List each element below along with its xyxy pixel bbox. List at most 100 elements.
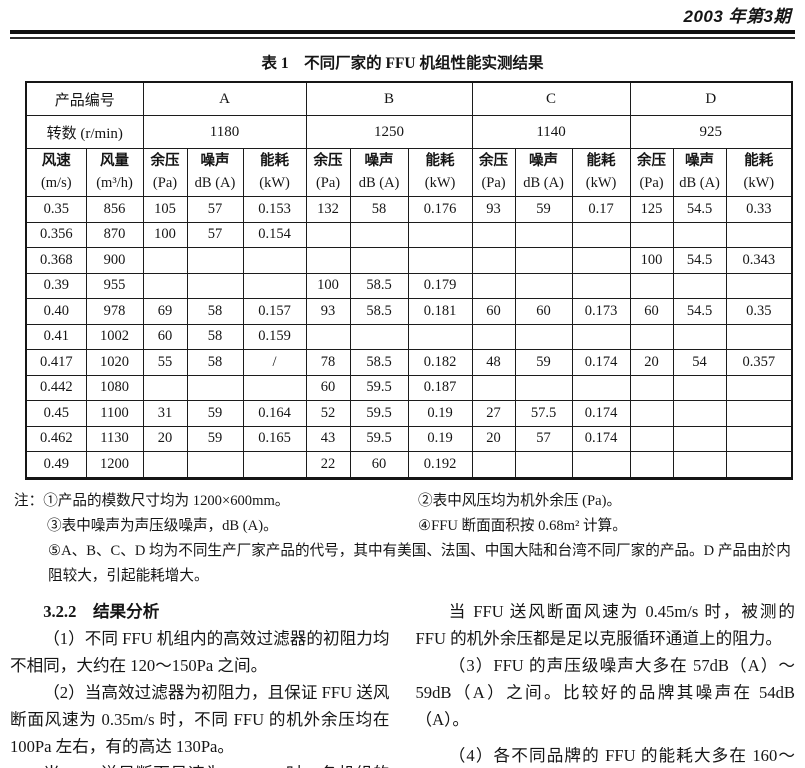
- product-cell-b: B: [305, 81, 473, 116]
- table-cell: [629, 221, 674, 248]
- paragraph: 当 FFU 送风断面风速为 0.45m/s 时，被测的 FFU 的机外余压都是足…: [415, 601, 796, 648]
- speed-cell-a: 1180: [142, 115, 307, 149]
- residual-pressure-header-cell-line2: (Pa): [639, 174, 664, 191]
- table-cell: 59.5: [349, 374, 409, 401]
- power-header-cell-line1: 能耗: [586, 153, 616, 170]
- table-row: 0.417 1020 55 58/78 58.5 0.182 48 59 0.174 20 54 0.…: [25, 349, 793, 376]
- table-cell: [242, 247, 307, 274]
- table-cell: 60: [629, 298, 674, 325]
- power-header-cell: 能耗 (kW): [242, 148, 307, 197]
- table-cell: 0.19: [407, 400, 473, 427]
- table-cell: 60: [471, 298, 516, 325]
- table-cell: 100: [142, 221, 188, 248]
- table-cell: 58: [186, 298, 244, 325]
- note-3: ③表中噪声为声压级噪声，dB (A)。: [47, 517, 278, 534]
- table-cell: 54.5: [672, 196, 727, 223]
- noise-header-cell: 噪声 dB (A): [514, 148, 573, 197]
- paragraph: （4）各不同品牌的 FFU 的能耗大多在 160～180W，只有个别品牌的能耗大…: [416, 742, 795, 768]
- table-cell: [725, 400, 793, 427]
- table-cell: 59: [186, 425, 244, 452]
- table-cell: [629, 425, 674, 452]
- table-cell: 60: [142, 323, 188, 350]
- noise-header-cell-line2: dB (A): [358, 174, 400, 191]
- table-cell: 856: [85, 196, 144, 223]
- header-rule-thin: [10, 37, 795, 39]
- table-cell: [186, 247, 244, 274]
- table-cell: 0.39: [25, 272, 87, 299]
- table-cell: [725, 425, 793, 452]
- paragraph: （3）FFU 的声压级噪声大多在 57dB（A）～59dB（A）之间。比较好的品…: [415, 655, 796, 729]
- table-cell: 0.17: [571, 196, 631, 223]
- ffu-performance-table: 产品编号 A B C D 转数 (r/min) 1180 1250 1140 9…: [25, 81, 794, 480]
- noise-header-cell: 噪声 dB (A): [672, 148, 727, 197]
- table-cell: 0.174: [571, 425, 631, 452]
- table-cell: 57: [186, 221, 244, 248]
- table-cell: 57: [186, 196, 244, 223]
- table-cell: [142, 272, 188, 299]
- table-cell: 60: [349, 451, 409, 479]
- table-cell: 0.368: [25, 247, 87, 274]
- table-cell: 31: [142, 400, 188, 427]
- table-cell: [629, 451, 674, 479]
- table-cell: 0.154: [242, 221, 307, 248]
- table-cell: [471, 272, 516, 299]
- noise-header-cell-line1: 噪声: [685, 153, 715, 170]
- power-header-cell: 能耗 (kW): [725, 148, 793, 197]
- table-cell: 58: [186, 323, 244, 350]
- section-heading: 3.2.2 结果分析: [43, 601, 160, 621]
- table-cell: [571, 374, 631, 401]
- table-body: 0.35 856 105 57 0.153 132 58 0.176 93 59 0.17 125 54…: [25, 196, 793, 479]
- residual-pressure-header-cell: 余压 (Pa): [142, 148, 188, 197]
- table-cell: [142, 451, 188, 479]
- product-cell-d: D: [629, 81, 793, 116]
- right-column: 当 FFU 送风断面风速为 0.45m/s 时，被测的 FFU 的机外余压都是足…: [416, 598, 796, 768]
- table-cell: 132: [305, 196, 351, 223]
- table-cell: 58: [186, 349, 244, 376]
- table-cell: 0.165: [242, 425, 307, 452]
- table-cell: 93: [305, 298, 351, 325]
- table-cell: 20: [629, 349, 674, 376]
- table-cell: 0.357: [725, 349, 793, 376]
- table-cell: [514, 247, 573, 274]
- table-cell: 59.5: [349, 400, 409, 427]
- speed-header-row: 转数 (r/min) 1180 1250 1140 925: [25, 115, 793, 149]
- table-cell: 0.45: [25, 400, 87, 427]
- table-cell: 54.5: [672, 247, 727, 274]
- table-cell: [672, 400, 727, 427]
- notes-section: 注：①产品的模数尺寸均为 1200×600mm。 ②表中风压均为机外余压 (Pa…: [14, 489, 793, 589]
- residual-pressure-header-cell-line2: (Pa): [315, 174, 341, 191]
- table-cell: [571, 272, 631, 299]
- table-cell: 955: [85, 272, 144, 299]
- table-cell: [186, 451, 244, 479]
- table-row: 0.462 1130 20 59 0.165 43 59.5 0.19 20 57 0.174: [25, 425, 793, 452]
- table-cell: [725, 221, 793, 248]
- table-cell: [514, 221, 573, 248]
- velocity-header-cell-line2: (m/s): [40, 174, 72, 191]
- table-cell: [305, 221, 351, 248]
- table-row: 0.49 1200 22 60 0.192: [25, 451, 793, 479]
- table-cell: 20: [471, 425, 516, 452]
- noise-header-cell-line2: dB (A): [523, 174, 564, 191]
- table-cell: 57: [514, 425, 573, 452]
- table-row: 0.356 870 100 57 0.154: [25, 221, 793, 248]
- paragraph: （2）当高效过滤器为初阻力，且保证 FFU 送风断面风速为 0.35m/s 时，…: [10, 682, 390, 756]
- paragraph: 当 FFU 送风断面风速为 0.45m/s 时，各机组的机外余压，都能在 60P…: [10, 760, 389, 768]
- table-cell: [471, 221, 516, 248]
- left-column: 3.2.2 结果分析 （1）不同 FFU 机组内的高效过滤器的初阻力均不相同，大…: [10, 598, 390, 768]
- measure-header-row: 风速 (m/s) 风量 (m³/h) 余压 (Pa) 噪声 dB (A) 能耗 (kW) 余压 (Pa…: [25, 148, 793, 197]
- table-cell: [725, 272, 793, 299]
- note-5: ⑤A、B、C、D 均为不同生产厂家产品的代号，其中有美国、法国、中国大陆和台湾不…: [48, 542, 791, 584]
- table-cell: 60: [514, 298, 573, 325]
- table-cell: 59: [514, 349, 573, 376]
- table-cell: 1200: [85, 451, 144, 479]
- table-row: 0.45 1100 31 59 0.164 52 59.5 0.19 27 57.5 0.174: [25, 400, 793, 427]
- table-cell: 59: [514, 196, 573, 223]
- residual-pressure-header-cell-line1: 余压: [313, 153, 343, 170]
- table-cell: [514, 374, 573, 401]
- power-header-cell-line2: (kW): [743, 174, 775, 191]
- power-header-cell-line1: 能耗: [425, 153, 455, 170]
- volume-header-cell-line2: (m³/h): [96, 174, 133, 191]
- noise-header-cell-line2: dB (A): [679, 174, 720, 191]
- table-cell: /: [242, 349, 307, 376]
- table-cell: 0.192: [407, 451, 473, 479]
